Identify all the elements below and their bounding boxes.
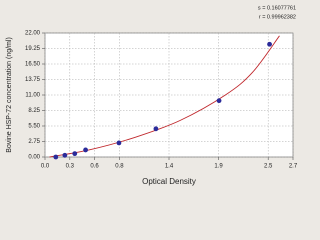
x-tick-label: 2.7 — [289, 164, 298, 170]
y-tick-label: 13.75 — [25, 77, 41, 83]
x-tick-label: 0.0 — [41, 164, 50, 170]
y-tick-label: 16.50 — [25, 62, 41, 68]
x-tick-label: 0.8 — [115, 164, 124, 170]
y-tick-label: 19.25 — [25, 46, 41, 52]
data-point — [216, 98, 222, 104]
data-point — [267, 41, 272, 47]
data-point — [62, 152, 68, 158]
y-tick-label: 2.75 — [28, 139, 40, 145]
x-tick-label: 1.9 — [214, 164, 223, 170]
page: {"chart_data": {"type": "scatter", "xlab… — [5, 5, 298, 187]
data-point — [153, 126, 159, 132]
data-point — [83, 147, 88, 153]
y-tick-label: 5.50 — [28, 124, 40, 130]
annotation: r = 0.99962382 — [259, 14, 296, 20]
x-tick-label: 0.3 — [66, 164, 75, 170]
data-point — [116, 140, 122, 146]
data-point — [72, 151, 78, 157]
chart: Optical Density Bovine HSP-72 concentrat… — [6, 5, 298, 186]
fit-curve — [49, 35, 280, 158]
y-axis-label: Bovine HSP-72 concentration (ng/ml) — [6, 37, 13, 153]
y-tick-label: 8.25 — [28, 108, 40, 114]
data-point — [53, 154, 59, 160]
annotation: s = 0.16077761 — [258, 5, 296, 11]
x-tick-label: 1.4 — [165, 164, 174, 170]
x-tick-label: 2.5 — [264, 164, 273, 170]
x-axis-label: Optical Density — [142, 177, 196, 186]
x-tick-label: 0.6 — [90, 164, 99, 170]
y-tick-label: 22.00 — [25, 31, 41, 37]
y-tick-label: 11.00 — [25, 93, 40, 99]
y-tick-label: 0.00 — [28, 155, 40, 161]
